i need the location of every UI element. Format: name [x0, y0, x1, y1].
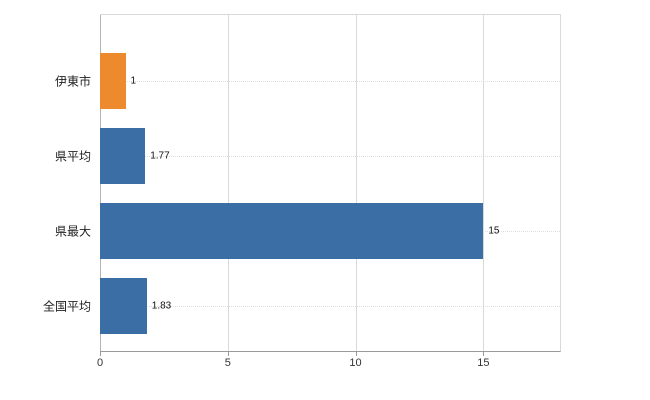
tick-mark-5: [227, 351, 229, 356]
tick-mark-0: [100, 351, 101, 356]
bar-value-label: 15: [488, 225, 500, 236]
category-label: 伊東市: [54, 74, 91, 88]
category-label: 全国平均: [42, 299, 91, 313]
gridline-x-15: [483, 15, 485, 351]
bar-県平均: [100, 127, 146, 184]
x-tick-label: 0: [96, 357, 104, 369]
bar-row: 県平均 1.77: [55, 118, 560, 193]
x-tick-label: 10: [349, 357, 362, 369]
gridline-x-5: [227, 15, 229, 351]
x-axis: 0 5 10 15: [96, 357, 560, 373]
bar-row: 伊東市 1: [55, 43, 560, 118]
bar-value-label: 1.77: [150, 150, 170, 161]
plot-area: 伊東市 1 県平均 1.77 県最大 15 全国平均 1.83: [43, 14, 561, 356]
gridline-x-10: [355, 15, 357, 351]
category-label: 県最大: [54, 224, 91, 238]
bar-row: 全国平均 1.83: [43, 268, 560, 343]
row-gridline: [100, 80, 560, 82]
tick-mark-15: [483, 351, 485, 356]
bar-全国平均: [100, 277, 147, 334]
bar-row: 県最大 15: [55, 193, 560, 268]
bars-container: 伊東市 1 県平均 1.77 県最大 15 全国平均 1.83: [43, 43, 560, 343]
bar-県最大: [100, 202, 484, 259]
row-gridline: [100, 155, 560, 157]
x-tick-label: 5: [224, 357, 231, 369]
row-gridline: [100, 305, 560, 307]
bar-伊東市: [100, 52, 126, 109]
bar-value-label: 1: [130, 75, 137, 86]
x-tick-label: 15: [477, 357, 490, 369]
category-label: 県平均: [54, 149, 91, 163]
tick-mark-10: [355, 351, 357, 356]
bar-value-label: 1.83: [151, 300, 172, 311]
